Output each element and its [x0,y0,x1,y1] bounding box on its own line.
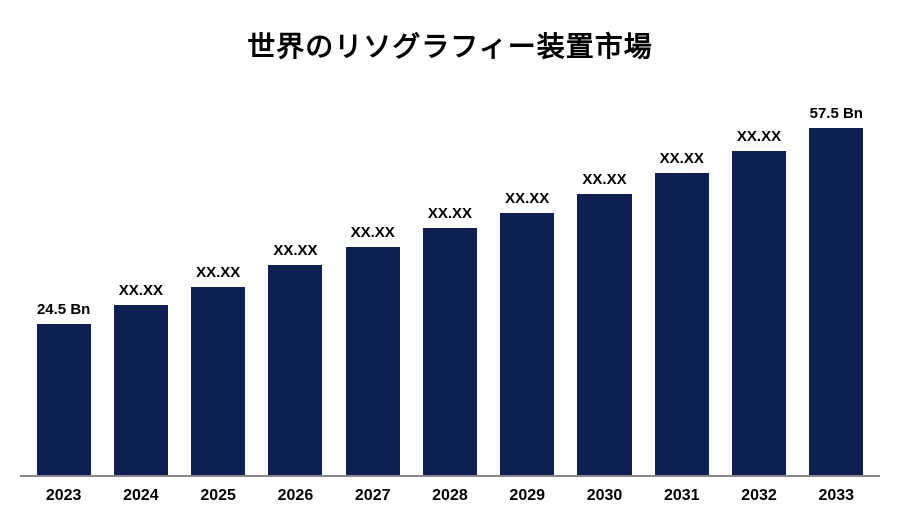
bar [423,228,477,475]
bar-value-label: 24.5 Bn [37,301,90,318]
category-label: 2031 [643,487,720,505]
labels-row: 2023202420252026202720282029203020312032… [20,477,880,505]
bar-value-label: XX.XX [505,190,549,207]
bar-value-label: XX.XX [660,150,704,167]
bar-wrapper: 57.5 Bn [798,105,875,475]
bar-value-label: XX.XX [273,242,317,259]
category-label: 2028 [411,487,488,505]
bar-wrapper: XX.XX [180,105,257,475]
bar-value-label: XX.XX [119,282,163,299]
category-label: 2027 [334,487,411,505]
bar-wrapper: XX.XX [489,105,566,475]
category-label: 2025 [180,487,257,505]
bar-value-label: XX.XX [582,171,626,188]
category-label: 2032 [720,487,797,505]
bar [346,247,400,475]
bar-wrapper: XX.XX [102,105,179,475]
bar-value-label: XX.XX [737,128,781,145]
bar [191,287,245,475]
bar-wrapper: XX.XX [643,105,720,475]
category-label: 2033 [798,487,875,505]
bar-wrapper: XX.XX [334,105,411,475]
bar-value-label: XX.XX [428,205,472,222]
bar [500,213,554,475]
chart-container: 世界のリソグラフィー装置市場 24.5 Bn XX.XX XX.XX XX.XX XX.… [0,0,900,525]
bar-value-label: 57.5 Bn [810,105,863,122]
category-label: 2029 [489,487,566,505]
bar-wrapper: XX.XX [720,105,797,475]
bar [655,173,709,475]
category-label: 2030 [566,487,643,505]
category-label: 2024 [102,487,179,505]
chart-title: 世界のリソグラフィー装置市場 [20,25,880,65]
bar-wrapper: XX.XX [257,105,334,475]
bar [114,305,168,475]
bar-value-label: XX.XX [196,264,240,281]
category-label: 2023 [25,487,102,505]
bar-wrapper: XX.XX [411,105,488,475]
bar [37,324,91,475]
bar [577,194,631,475]
bar-value-label: XX.XX [351,224,395,241]
plot-area: 24.5 Bn XX.XX XX.XX XX.XX XX.XX XX.XX XX.XX XX.… [20,105,880,505]
bar-wrapper: 24.5 Bn [25,105,102,475]
bar [268,265,322,475]
category-label: 2026 [257,487,334,505]
bar [809,128,863,475]
bars-row: 24.5 Bn XX.XX XX.XX XX.XX XX.XX XX.XX XX.XX XX.… [20,105,880,477]
bar [732,151,786,475]
bar-wrapper: XX.XX [566,105,643,475]
